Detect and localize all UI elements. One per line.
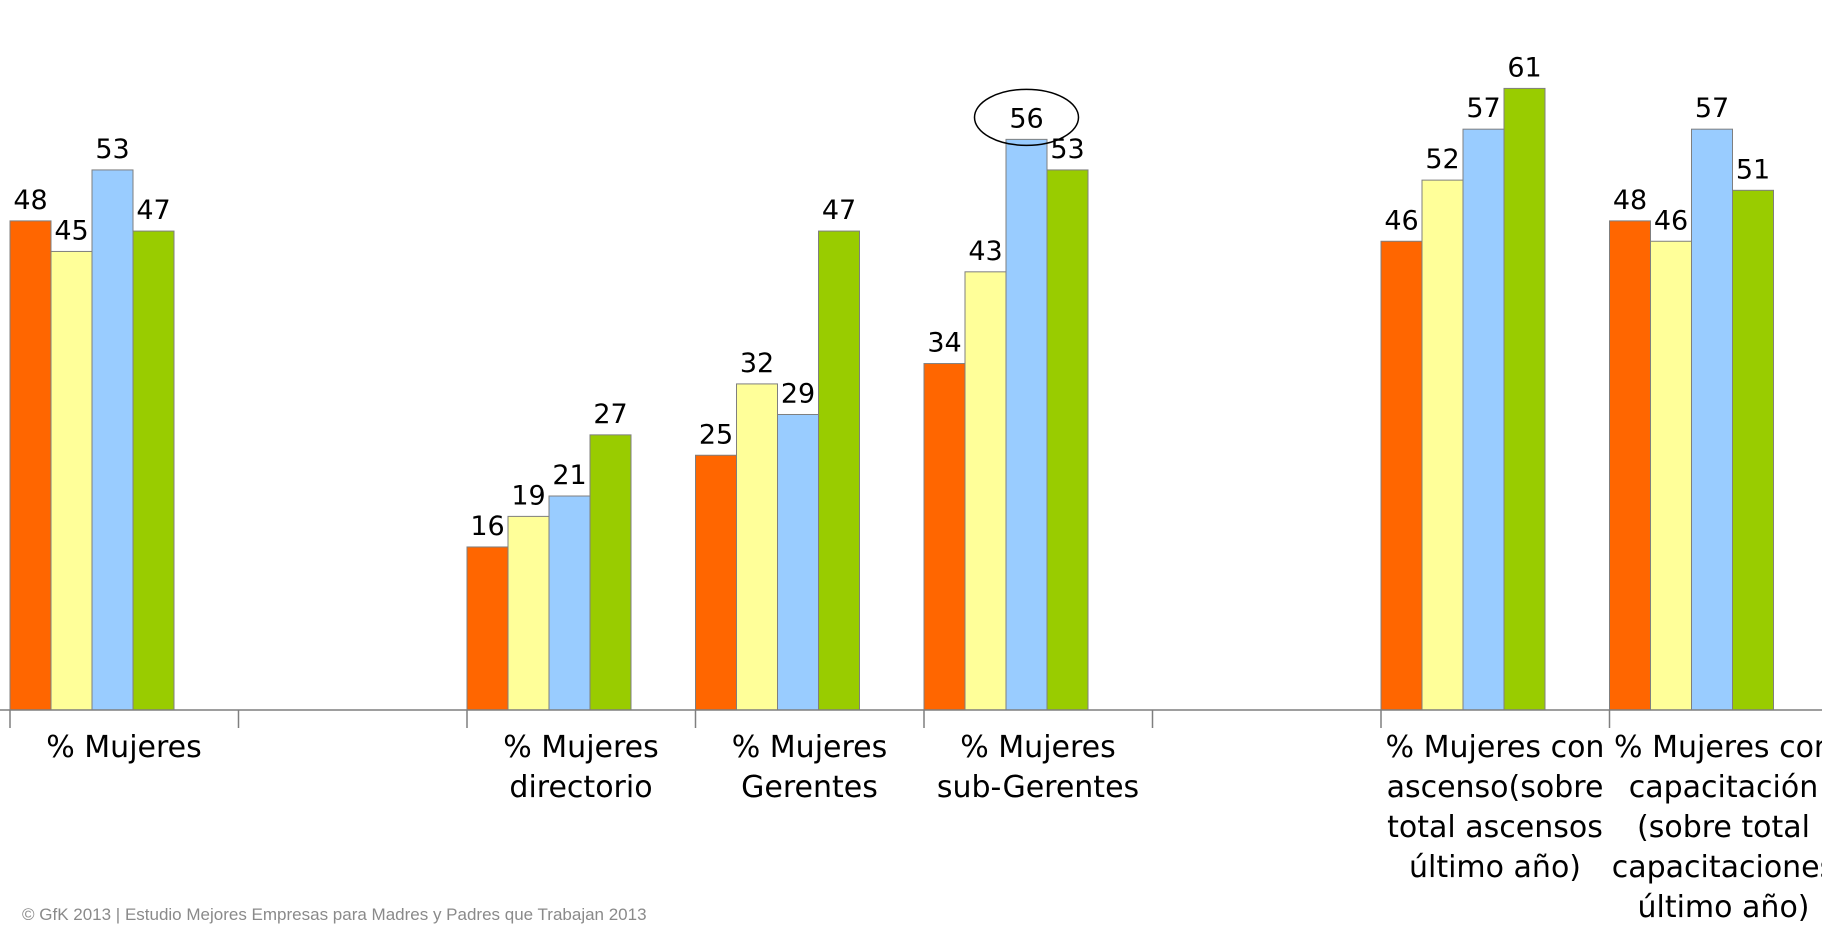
category-label-line: % Mujeres [696, 728, 924, 768]
value-label-0-0: 48 [13, 185, 47, 216]
bar-7-2 [1692, 129, 1733, 710]
value-label-0-3: 47 [136, 195, 170, 226]
category-label-line: % Mujeres [924, 728, 1152, 768]
value-label-3-3: 47 [822, 195, 856, 226]
value-label-2-0: 16 [470, 511, 504, 542]
category-label-line: capacitación [1610, 768, 1822, 808]
value-label-6-1: 52 [1425, 144, 1459, 175]
category-label-line: último año) [1610, 888, 1822, 928]
bar-4-0 [924, 364, 965, 710]
value-label-7-2: 57 [1695, 93, 1729, 124]
value-label-6-2: 57 [1466, 93, 1500, 124]
x-axis [0, 710, 1822, 728]
category-label-line: % Mujeres con [1381, 728, 1609, 768]
bar-6-0 [1381, 241, 1422, 710]
bar-0-0 [10, 221, 51, 710]
bar-4-2 [1006, 139, 1047, 710]
value-label-3-0: 25 [699, 419, 733, 450]
value-label-7-1: 46 [1654, 205, 1688, 236]
bar-0-3 [133, 231, 174, 710]
bar-2-1 [508, 516, 549, 710]
category-label-line: (sobre total [1610, 808, 1822, 848]
bar-3-0 [696, 455, 737, 710]
value-label-6-0: 46 [1384, 205, 1418, 236]
bar-0-1 [51, 251, 92, 710]
footer-copyright: © GfK 2013 | Estudio Mejores Empresas pa… [22, 905, 647, 925]
value-label-3-1: 32 [740, 348, 774, 379]
bar-2-2 [549, 496, 590, 710]
value-label-6-3: 61 [1507, 52, 1541, 83]
category-label-line: capacitaciones [1610, 848, 1822, 888]
bar-3-2 [778, 414, 819, 710]
bar-6-3 [1504, 88, 1545, 710]
category-label-line: último año) [1381, 848, 1609, 888]
bar-7-0 [1610, 221, 1651, 710]
value-label-3-2: 29 [781, 378, 815, 409]
category-label-line: % Mujeres [467, 728, 695, 768]
bar-2-0 [467, 547, 508, 710]
bar-3-1 [737, 384, 778, 710]
value-label-2-2: 21 [552, 460, 586, 491]
bar-6-1 [1422, 180, 1463, 710]
value-label-7-0: 48 [1613, 185, 1647, 216]
category-label-line: ascenso(sobre [1381, 768, 1609, 808]
bar-6-2 [1463, 129, 1504, 710]
category-label-line: directorio [467, 768, 695, 808]
value-label-4-2: 56 [1009, 103, 1043, 134]
value-label-7-3: 51 [1736, 154, 1770, 185]
value-label-0-1: 45 [54, 215, 88, 246]
category-label-line: total ascensos [1381, 808, 1609, 848]
category-label-line: Gerentes [696, 768, 924, 808]
category-label-line: % Mujeres con [1610, 728, 1822, 768]
category-label-line: % Mujeres [10, 728, 238, 768]
category-label-line: sub-Gerentes [924, 768, 1152, 808]
value-label-4-3: 53 [1050, 134, 1084, 165]
value-label-4-1: 43 [968, 236, 1002, 267]
bar-7-1 [1651, 241, 1692, 710]
value-label-2-1: 19 [511, 480, 545, 511]
bars-layer [10, 88, 1774, 710]
bar-0-2 [92, 170, 133, 710]
bar-2-3 [590, 435, 631, 710]
value-label-4-0: 34 [927, 328, 961, 359]
value-label-0-2: 53 [95, 134, 129, 165]
value-label-2-3: 27 [593, 399, 627, 430]
bar-4-3 [1047, 170, 1088, 710]
bar-4-1 [965, 272, 1006, 710]
bar-7-3 [1733, 190, 1774, 710]
bar-3-3 [819, 231, 860, 710]
category-label-0: % Mujeres [10, 728, 238, 768]
